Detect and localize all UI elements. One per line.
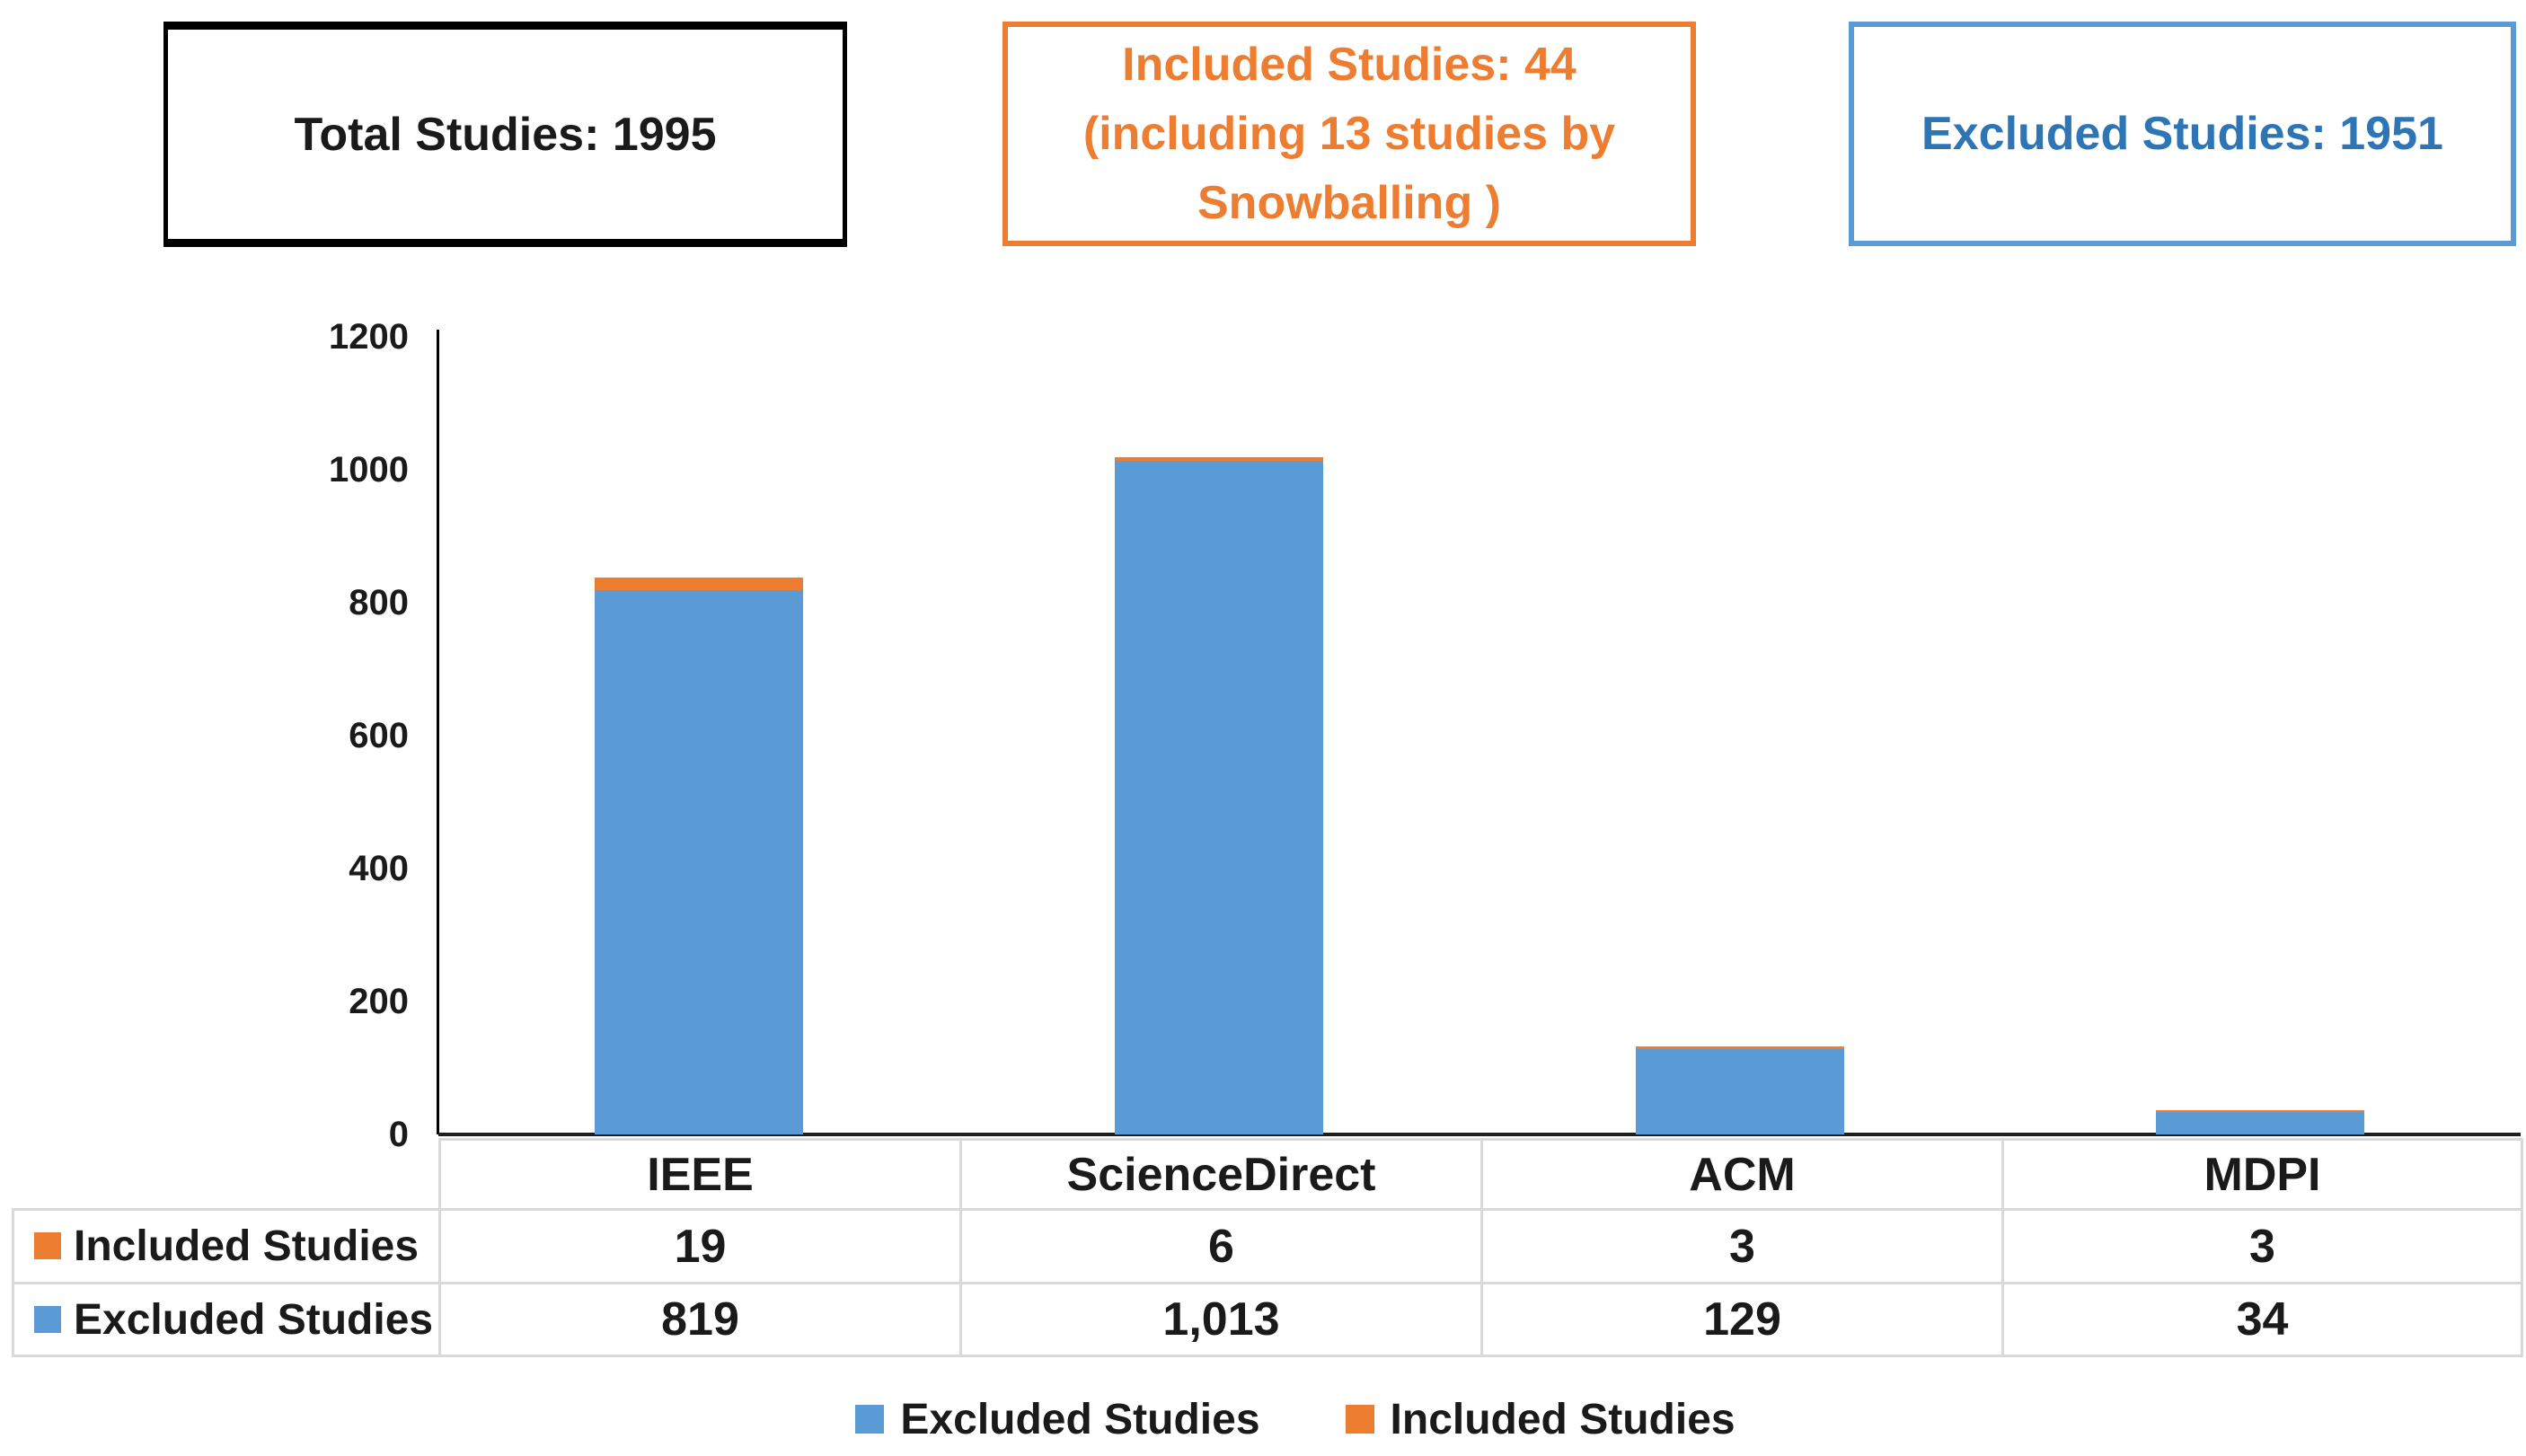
bar-segment-excluded-ieee (594, 589, 803, 1134)
cell-included-studies-sciencedirect: 6 (959, 1208, 1483, 1284)
y-axis-tick-label: 800 (349, 583, 409, 622)
included-studies-swatch-icon (34, 1232, 61, 1260)
legend-label-included-studies: Included Studies (1390, 1395, 1736, 1443)
row-label-excluded-studies: Excluded Studies (12, 1282, 441, 1357)
legend-item-excluded-studies: Excluded Studies (855, 1395, 1260, 1444)
y-axis-tick-label: 1200 (329, 317, 409, 357)
bar-segment-excluded-mdpi (2156, 1111, 2365, 1134)
bar-segment-included-acm (1635, 1046, 1844, 1049)
table-header-mdpi: MDPI (2001, 1138, 2523, 1211)
table-blank-cell (13, 1140, 440, 1210)
included-studies-line2: (including 13 studies by (1082, 107, 1616, 160)
table-header-sciencedirect: ScienceDirect (959, 1138, 1483, 1211)
cell-included-studies-acm: 3 (1480, 1208, 2004, 1284)
bar-segment-excluded-sciencedirect (1115, 461, 1324, 1134)
legend-label-excluded-studies: Excluded Studies (900, 1395, 1260, 1443)
bar-acm (1635, 1046, 1844, 1134)
cell-excluded-studies-ieee: 819 (438, 1282, 962, 1357)
results-table: IEEE ScienceDirect ACM MDPI Included Studie… (12, 1138, 2523, 1357)
y-axis-line (437, 330, 439, 1134)
included-studies-box: Included Studies: 44 (including 13 studi… (1002, 22, 1696, 246)
cell-excluded-studies-mdpi: 34 (2001, 1282, 2523, 1357)
bar-segment-excluded-acm (1635, 1048, 1844, 1134)
total-studies-label: Total Studies: 1995 (294, 108, 717, 161)
cell-included-studies-mdpi: 3 (2001, 1208, 2523, 1284)
table-header-acm: ACM (1480, 1138, 2004, 1211)
cell-included-studies-ieee: 19 (438, 1208, 962, 1284)
x-axis-line (438, 1133, 2521, 1136)
bar-segment-included-sciencedirect (1115, 456, 1324, 462)
cell-excluded-studies-acm: 129 (1480, 1282, 2004, 1357)
legend-swatch-included-studies-icon (1345, 1405, 1374, 1434)
excluded-studies-box: Excluded Studies: 1951 (1849, 22, 2516, 246)
table-row-excluded-studies: Excluded Studies 819 1,013 129 34 (12, 1282, 2523, 1357)
y-axis-tick-label: 400 (349, 849, 409, 888)
row-label-included-studies: Included Studies (12, 1208, 441, 1284)
excluded-studies-swatch-icon (34, 1305, 61, 1333)
excluded-studies-label: Excluded Studies: 1951 (1921, 108, 2443, 160)
total-studies-box: Total Studies: 1995 (163, 22, 847, 247)
legend-item-included-studies: Included Studies (1345, 1395, 1736, 1444)
y-axis-tick-label: 0 (388, 1115, 409, 1154)
included-studies-line1: Included Studies: 44 (1122, 38, 1577, 91)
y-axis-tick-label: 200 (349, 982, 409, 1021)
legend-swatch-excluded-studies-icon (855, 1405, 885, 1434)
bar-mdpi (2156, 1109, 2365, 1134)
y-axis-tick-label: 1000 (329, 450, 409, 490)
bar-sciencedirect (1115, 456, 1324, 1134)
table-header-row: IEEE ScienceDirect ACM MDPI (13, 1138, 2523, 1211)
bar-ieee (594, 577, 803, 1134)
table-header-ieee: IEEE (438, 1138, 962, 1211)
row-label-text: Included Studies (74, 1222, 420, 1270)
cell-excluded-studies-sciencedirect: 1,013 (959, 1282, 1483, 1357)
bar-segment-included-ieee (594, 577, 803, 590)
included-studies-line3: Snowballing ) (1197, 176, 1501, 229)
table-row-included-studies: Included Studies 19 6 3 3 (12, 1208, 2523, 1284)
row-label-text: Excluded Studies (74, 1295, 434, 1344)
chart-legend: Excluded Studies Included Studies (32, 1394, 2526, 1444)
bar-segment-included-mdpi (2156, 1109, 2365, 1112)
y-axis-tick-label: 600 (349, 716, 409, 755)
